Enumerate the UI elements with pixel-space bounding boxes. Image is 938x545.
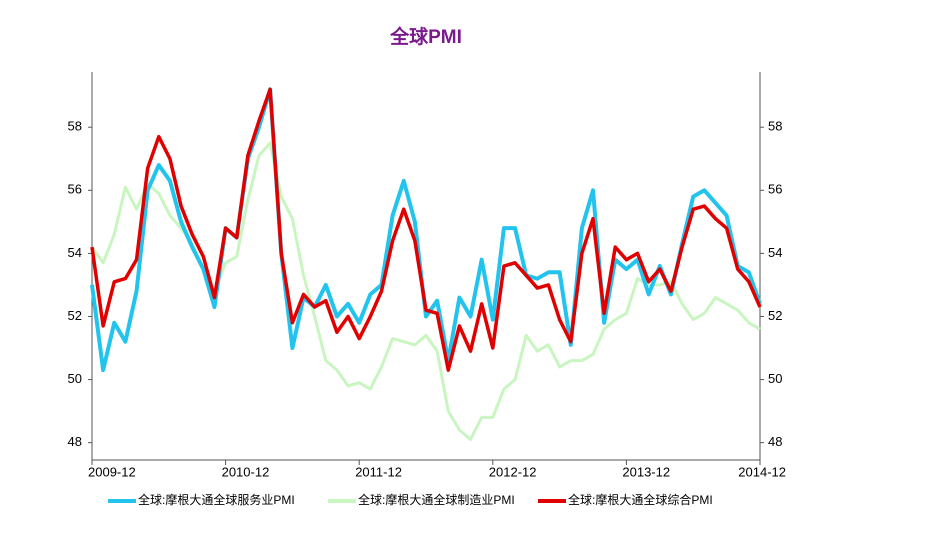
- legend-label: 全球:摩根大通全球制造业PMI: [358, 492, 515, 507]
- x-tick-label: 2009-12: [88, 464, 136, 479]
- x-tick-label: 2013-12: [622, 464, 670, 479]
- y2-tick-label: 58: [768, 119, 782, 134]
- x-tick-label: 2010-12: [222, 464, 270, 479]
- y2-tick-label: 48: [768, 434, 782, 449]
- chart-title: 全球PMI: [389, 25, 462, 48]
- y-tick-label: 58: [68, 119, 82, 134]
- y2-tick-label: 56: [768, 182, 782, 197]
- y-tick-label: 52: [68, 308, 82, 323]
- y2-tick-label: 54: [768, 245, 782, 260]
- series-line: [90, 87, 762, 373]
- y2-tick-label: 50: [768, 371, 782, 386]
- series-line: [90, 141, 761, 441]
- legend-label: 全球:摩根大通全球综合PMI: [568, 492, 713, 507]
- series-line: [90, 87, 762, 372]
- legend-label: 全球:摩根大通全球服务业PMI: [138, 492, 295, 507]
- x-tick-label: 2014-12: [738, 464, 786, 479]
- y-tick-label: 48: [68, 434, 82, 449]
- y2-tick-label: 52: [768, 308, 782, 323]
- x-tick-label: 2011-12: [355, 464, 402, 479]
- y-tick-label: 54: [68, 245, 82, 260]
- y-tick-label: 56: [68, 182, 82, 197]
- y-tick-label: 50: [68, 371, 82, 386]
- x-tick-label: 2012-12: [489, 464, 537, 479]
